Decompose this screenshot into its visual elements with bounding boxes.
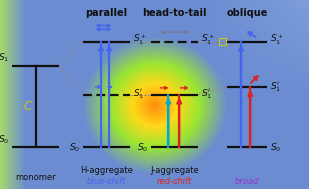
Text: red-shift: red-shift	[157, 177, 192, 186]
Bar	[219, 38, 226, 45]
Text: oblique: oblique	[226, 8, 268, 18]
Text: $S_0$: $S_0$	[0, 133, 9, 146]
Text: $S_0$: $S_0$	[137, 141, 148, 154]
Text: $S_1'$: $S_1'$	[270, 80, 281, 94]
Text: head-to-tail: head-to-tail	[142, 8, 207, 18]
Text: $S_0$: $S_0$	[270, 141, 282, 154]
Text: $S_1'$: $S_1'$	[133, 88, 144, 101]
Text: $S_1$: $S_1$	[0, 52, 9, 64]
Text: parallel: parallel	[86, 8, 128, 18]
Text: broad: broad	[235, 177, 260, 186]
Text: $S_1'$: $S_1'$	[201, 88, 212, 101]
Text: blue-shift: blue-shift	[87, 177, 126, 186]
Text: monomer: monomer	[15, 173, 56, 182]
Text: $C$: $C$	[23, 100, 33, 113]
Text: $S_1^+$: $S_1^+$	[133, 33, 147, 47]
Text: $S_1^+$: $S_1^+$	[270, 33, 285, 47]
Text: $S_1^+$: $S_1^+$	[201, 33, 215, 47]
Text: $S_0$: $S_0$	[69, 141, 80, 154]
Text: H-aggregate: H-aggregate	[80, 166, 133, 175]
Text: J-aggregate: J-aggregate	[150, 166, 199, 175]
